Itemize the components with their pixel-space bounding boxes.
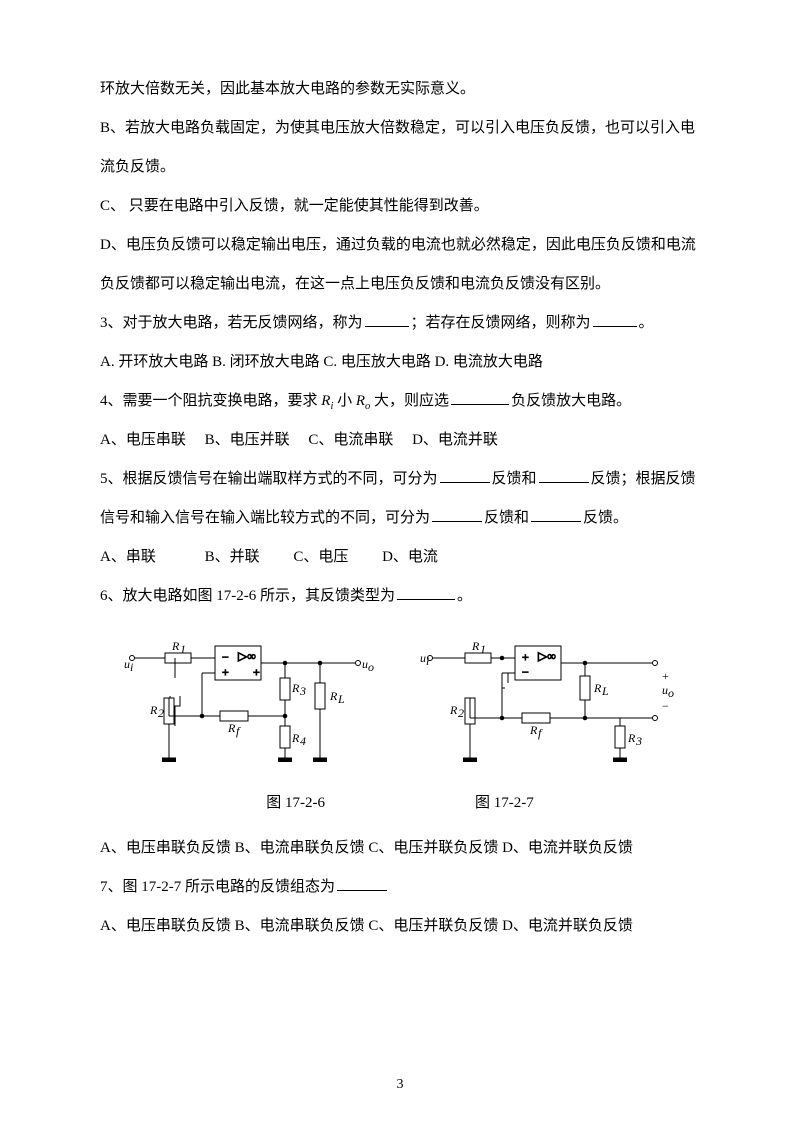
q3-stem-a: 3、对于放大电路，若无反馈网络，称为 (100, 315, 363, 331)
blank (451, 389, 509, 405)
circuit-17-2-7: + − ▷∞ (420, 628, 680, 778)
q3-options: A. 开环放大电路 B. 闭环放大电路 C. 电压放大电路 D. 电流放大电路 (100, 343, 700, 382)
svg-text:L: L (601, 684, 609, 698)
svg-text:R: R (291, 731, 300, 745)
svg-text:+: + (222, 665, 229, 679)
q6-stem: 6、放大电路如图 17-2-6 所示，其反馈类型为 。 (100, 577, 700, 616)
q4-stem-a: 4、需要一个阻抗变换电路，要求 (100, 393, 321, 409)
blank (432, 506, 482, 522)
option-c: C、 只要在电路中引入反馈，就一定能使其性能得到改善。 (100, 187, 700, 226)
q3-stem-b: ；若存在反馈网络，则称为 (411, 315, 591, 331)
q4-mid1: 小 (333, 393, 356, 409)
blank (365, 311, 409, 327)
ro-symbol: R (356, 393, 365, 409)
paragraph-continued: 环放大倍数无关，因此基本放大电路的参数无实际意义。 (100, 70, 700, 109)
q7-options: A、电压串联负反馈 B、电流串联负反馈 C、电压并联负反馈 D、电流并联负反馈 (100, 907, 700, 946)
svg-text:L: L (337, 692, 345, 706)
svg-text:R: R (329, 689, 338, 703)
svg-text:f: f (538, 726, 543, 740)
svg-text:1: 1 (180, 642, 186, 656)
blank (440, 467, 490, 483)
svg-text:R: R (529, 723, 538, 737)
blank (337, 875, 387, 891)
svg-text:1: 1 (480, 642, 486, 656)
svg-text:3: 3 (635, 734, 642, 748)
svg-text:i: i (130, 660, 133, 674)
caption-17-2-6: 图 17-2-6 (266, 784, 325, 823)
q5-stem-b: 反馈。 (583, 510, 628, 526)
q4-stem-b: 负反馈放大电路。 (511, 393, 631, 409)
svg-text:−: − (222, 650, 229, 664)
q5-mid3: 反馈和 (484, 510, 529, 526)
q6-stem-a: 6、放大电路如图 17-2-6 所示，其反馈类型为 (100, 588, 395, 604)
svg-text:▷∞: ▷∞ (238, 649, 256, 663)
svg-text:+: + (522, 650, 529, 664)
svg-text:o: o (368, 660, 374, 674)
svg-text:R: R (227, 721, 236, 735)
blank (531, 506, 581, 522)
q5-mid1: 反馈和 (492, 471, 537, 487)
q6-options: A、电压串联负反馈 B、电流串联负反馈 C、电压并联负反馈 D、电流并联负反馈 (100, 829, 700, 868)
blank (397, 584, 455, 600)
option-d: D、电压负反馈可以稳定输出电压，通过负载的电流也就必然稳定，因此电压负反馈和电流… (100, 226, 700, 304)
svg-text:R: R (291, 681, 300, 695)
svg-text:f: f (236, 724, 241, 738)
svg-text:R: R (627, 731, 636, 745)
q3-stem: 3、对于放大电路，若无反馈网络，称为 ；若存在反馈网络，则称为 。 (100, 304, 700, 343)
blank (539, 467, 589, 483)
q7-stem: 7、图 17-2-7 所示电路的反馈组态为 (100, 868, 700, 907)
q5-stem: 5、根据反馈信号在输出端取样方式的不同，可分为反馈和反馈；根据反馈信号和输入信号… (100, 460, 700, 538)
q4-options: A、电压串联 B、电压并联 C、电流串联 D、电流并联 (100, 421, 700, 460)
svg-text:2: 2 (158, 706, 164, 720)
q4-stem: 4、需要一个阻抗变换电路，要求 Ri 小 Ro 大，则应选负反馈放大电路。 (100, 382, 700, 421)
svg-text:+: + (253, 665, 260, 679)
q3-stem-c: 。 (639, 315, 654, 331)
svg-text:R: R (449, 703, 458, 717)
svg-text:−: − (522, 665, 529, 679)
svg-text:i: i (426, 654, 429, 668)
circuit-17-2-6: − + ▷∞ + (120, 628, 380, 778)
figure-row: − + ▷∞ + (100, 628, 700, 778)
svg-text:+: + (662, 669, 669, 683)
svg-text:▷∞: ▷∞ (538, 649, 556, 663)
page-number: 3 (0, 1067, 800, 1103)
figure-captions: 图 17-2-6 图 17-2-7 (100, 784, 700, 823)
q6-stem-b: 。 (457, 588, 472, 604)
svg-text:R: R (593, 681, 602, 695)
svg-text:3: 3 (299, 684, 306, 698)
svg-text:2: 2 (458, 706, 464, 720)
caption-17-2-7: 图 17-2-7 (475, 784, 534, 823)
q4-mid2: 大，则应选 (370, 393, 449, 409)
q5-stem-a: 5、根据反馈信号在输出端取样方式的不同，可分为 (100, 471, 438, 487)
svg-text:−: − (662, 699, 669, 713)
svg-text:R: R (171, 639, 180, 653)
svg-text:R: R (471, 639, 480, 653)
option-b: B、若放大电路负载固定，为使其电压放大倍数稳定，可以引入电压负反馈，也可以引入电… (100, 109, 700, 187)
page: 环放大倍数无关，因此基本放大电路的参数无实际意义。 B、若放大电路负载固定，为使… (0, 0, 800, 1133)
q5-options: A、串联 B、并联 C、电压 D、电流 (100, 538, 700, 577)
q7-stem-a: 7、图 17-2-7 所示电路的反馈组态为 (100, 879, 335, 895)
svg-text:4: 4 (300, 734, 306, 748)
svg-text:R: R (149, 703, 158, 717)
svg-text:o: o (668, 686, 674, 700)
blank (593, 311, 637, 327)
